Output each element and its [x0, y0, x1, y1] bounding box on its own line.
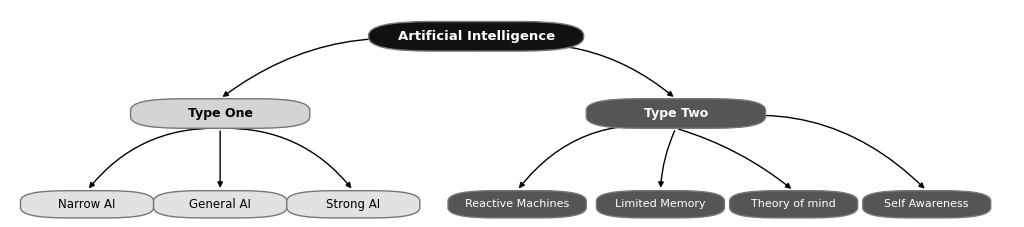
Text: Type Two: Type Two — [644, 107, 708, 120]
FancyBboxPatch shape — [729, 191, 858, 218]
FancyBboxPatch shape — [131, 99, 309, 128]
Text: Limited Memory: Limited Memory — [615, 199, 706, 209]
Text: Artificial Intelligence: Artificial Intelligence — [397, 30, 555, 43]
Text: Theory of mind: Theory of mind — [752, 199, 836, 209]
Text: Narrow AI: Narrow AI — [58, 198, 116, 211]
FancyBboxPatch shape — [596, 191, 725, 218]
Text: Self Awareness: Self Awareness — [885, 199, 969, 209]
FancyBboxPatch shape — [287, 191, 420, 218]
Text: Type One: Type One — [187, 107, 253, 120]
FancyBboxPatch shape — [20, 191, 154, 218]
Text: Reactive Machines: Reactive Machines — [465, 199, 569, 209]
FancyBboxPatch shape — [862, 191, 991, 218]
Text: Strong AI: Strong AI — [327, 198, 380, 211]
FancyBboxPatch shape — [449, 191, 586, 218]
Text: General AI: General AI — [189, 198, 251, 211]
FancyBboxPatch shape — [586, 99, 766, 128]
FancyBboxPatch shape — [369, 22, 584, 51]
FancyBboxPatch shape — [154, 191, 287, 218]
